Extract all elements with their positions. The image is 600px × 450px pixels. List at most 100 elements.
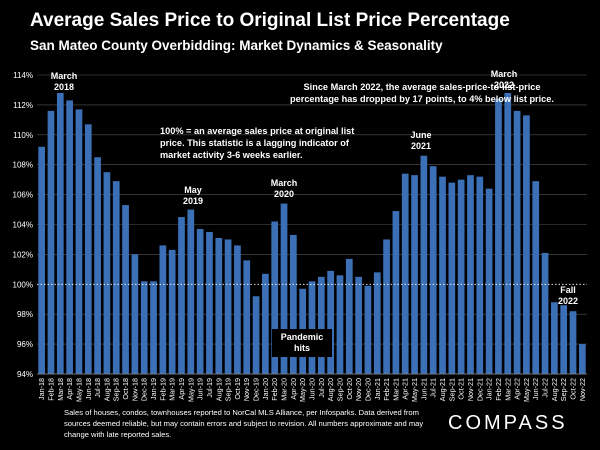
bar: [224, 239, 232, 374]
bar: [206, 231, 213, 374]
bar: [401, 173, 409, 374]
x-tick-label: Nov-20: [354, 378, 363, 401]
bar: [485, 188, 493, 374]
bar: [317, 276, 325, 374]
x-tick-label: Feb-18: [46, 378, 55, 401]
x-tick-label: Jun-18: [84, 378, 93, 400]
x-tick-label: Oct-20: [345, 378, 354, 400]
bar: [457, 179, 465, 374]
bar: [578, 344, 586, 374]
bar: [551, 302, 558, 374]
bar: [252, 296, 260, 374]
x-tick-label: Dec-19: [252, 378, 261, 401]
annotation-label: Fall 2022: [558, 285, 578, 306]
bar: [112, 181, 120, 374]
bar: [47, 110, 55, 374]
x-tick-label: Sep-19: [224, 378, 233, 401]
x-tick-label: Feb-19: [158, 378, 167, 401]
bar: [290, 234, 297, 374]
x-tick-label: May-19: [186, 378, 195, 402]
bar: [513, 110, 521, 374]
x-tick-label: Jun-20: [308, 378, 317, 400]
x-tick-label: Aug-20: [326, 378, 335, 401]
x-tick-label: Apr-19: [177, 378, 186, 400]
chart-title: Average Sales Price to Original List Pri…: [30, 10, 510, 31]
bar: [168, 249, 176, 374]
bar: [448, 182, 456, 374]
y-tick-label: 96%: [17, 340, 33, 349]
x-tick-label: Jul-19: [205, 378, 214, 398]
x-tick-label: May-21: [410, 378, 419, 402]
x-tick-label: Feb-20: [270, 378, 279, 401]
bar: [532, 181, 540, 374]
bar: [392, 211, 400, 374]
x-tick-label: May-22: [522, 378, 531, 402]
x-tick-label: Sep-21: [447, 378, 456, 401]
x-tick-label: Jul-21: [429, 378, 438, 398]
bar: [336, 275, 344, 374]
y-tick-label: 106%: [13, 191, 33, 200]
annotation-label: May 2019: [183, 185, 203, 206]
y-tick-label: 104%: [13, 221, 33, 230]
bar: [345, 258, 353, 374]
x-tick-label: Jan-22: [485, 378, 494, 400]
bar: [56, 92, 64, 374]
bar: [364, 285, 372, 374]
note-100-percent-explained: 100% = an average sales price at origina…: [160, 126, 354, 160]
bar: [476, 176, 484, 374]
bar: [383, 239, 390, 374]
bar: [103, 172, 111, 374]
bar: [122, 205, 129, 374]
pandemic-box: [272, 329, 332, 357]
bar: [504, 92, 512, 374]
x-tick-label: Nov-22: [578, 378, 587, 401]
x-tick-label: Dec-21: [475, 378, 484, 401]
x-tick-label: May-18: [74, 378, 83, 402]
bar: [420, 155, 428, 374]
bar: [439, 176, 446, 374]
x-tick-label: Mar-19: [168, 378, 177, 401]
bar: [234, 245, 241, 374]
x-tick-label: Jan-20: [261, 378, 270, 400]
y-tick-label: 114%: [13, 71, 33, 80]
bar: [94, 157, 101, 374]
x-tick-label: Aug-19: [214, 378, 223, 401]
x-tick-label: Apr-20: [289, 378, 298, 400]
x-tick-label: May-20: [298, 378, 307, 402]
annotation-label: March 2022: [491, 69, 518, 90]
bar: [308, 281, 316, 374]
annotation-label: March 2018: [51, 71, 78, 92]
annotation-label: June 2021: [410, 130, 431, 151]
x-tick-label: Jun-19: [196, 378, 205, 400]
bar: [280, 203, 288, 374]
note-dropped-17-points: Since March 2022, the average sales-pric…: [290, 82, 554, 104]
bar: [243, 260, 251, 374]
x-tick-label: Oct-21: [457, 378, 466, 400]
x-tick-label: Mar-21: [391, 378, 400, 401]
x-tick-label: Jun-21: [419, 378, 428, 400]
x-tick-label: Aug-18: [102, 378, 111, 401]
source-footnote: Sales of houses, condos, townhouses repo…: [64, 408, 424, 439]
bar: [159, 245, 167, 374]
x-tick-label: Oct-22: [569, 378, 578, 400]
y-tick-label: 112%: [13, 101, 33, 110]
x-tick-label: Feb-21: [382, 378, 391, 401]
bar: [327, 270, 334, 374]
x-tick-label: Apr-18: [65, 378, 74, 400]
x-tick-label: Jan-21: [373, 378, 382, 400]
x-tick-label: Jan-19: [149, 378, 158, 400]
bar: [140, 281, 148, 374]
bar: [373, 272, 381, 374]
annotation-label: Pandemic hits: [281, 332, 324, 353]
bar: [75, 109, 83, 374]
x-tick-label: Nov-21: [466, 378, 475, 401]
bar: [495, 98, 502, 375]
x-tick-label: Jul-20: [317, 378, 326, 398]
x-tick-label: Oct-18: [121, 378, 130, 400]
x-tick-label: Feb-22: [494, 378, 503, 401]
bar: [355, 276, 362, 374]
x-tick-label: Mar-18: [56, 378, 65, 401]
compass-logo: COMPASS: [448, 412, 568, 434]
bar: [196, 228, 204, 374]
